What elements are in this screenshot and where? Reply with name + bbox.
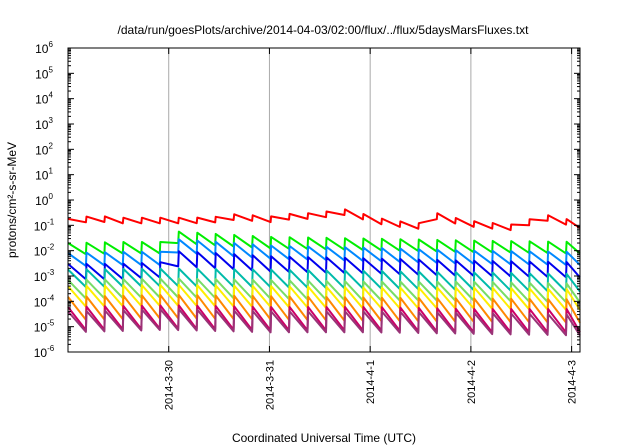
y-tick-exponent: 5 [48,65,53,74]
x-tick-label: 2014-4-1 [365,360,377,404]
series-lines [67,208,581,337]
y-tick-label: 106 [35,40,53,56]
y-tick-exponent: 1 [48,167,53,176]
x-tick-label: 2014-3-31 [264,360,276,410]
y-tick-exponent: -3 [47,268,55,277]
y-tick-exponent: 3 [48,116,53,125]
y-tick-exponent: -1 [47,217,55,226]
chart-title: /data/run/goesPlots/archive/2014-04-03/0… [118,23,530,37]
y-tick-exponent: 6 [48,40,53,49]
y-tick-label: 100 [35,192,53,208]
y-tick-label: 103 [35,116,53,132]
x-tick-label: 2014-4-3 [567,360,579,404]
y-tick-label: 10-1 [34,217,55,233]
series-line-4 [67,250,581,281]
y-tick-exponent: -4 [47,293,55,302]
grid-lines [168,48,573,352]
y-tick-label: 102 [35,141,53,157]
y-tick-exponent: 0 [48,192,53,201]
series-line-2 [67,230,581,256]
x-axis-label: Coordinated Universal Time (UTC) [232,431,416,445]
y-axis-label: protons/cm²-s-sr-MeV [5,142,19,258]
y-tick-exponent: -2 [47,243,55,252]
series-line-10 [67,308,581,337]
y-tick-label: 10-3 [34,268,55,284]
y-tick-label: 105 [35,65,53,81]
y-tick-exponent: 4 [48,91,53,100]
x-tick-label: 2014-3-30 [164,360,176,410]
y-tick-label: 10-4 [34,293,55,309]
y-tick-label: 101 [35,167,53,183]
series-line-1 [67,208,581,232]
y-tick-exponent: 2 [48,141,53,150]
y-tick-label: 10-5 [34,319,55,335]
y-tick-label: 10-2 [34,243,55,259]
y-tick-label: 10-6 [34,344,55,360]
y-tick-exponent: -6 [47,344,55,353]
x-tick-label: 2014-4-2 [466,360,478,404]
x-axis: 2014-3-30 2014-3-31 2014-4-1 2014-4-2 2014-4… [164,48,579,410]
y-tick-label: 104 [35,91,53,107]
y-tick-exponent: -5 [47,319,55,328]
